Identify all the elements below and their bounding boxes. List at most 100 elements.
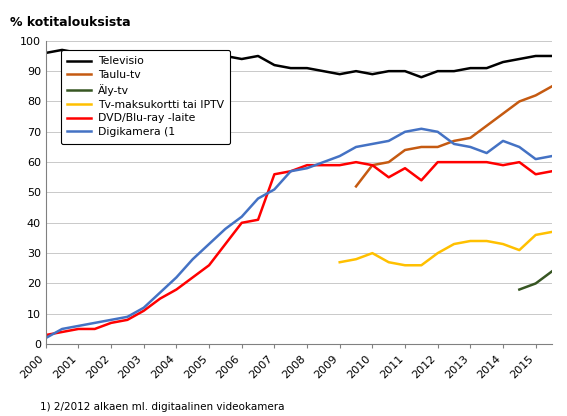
Televisio <box>287 66 294 71</box>
Digikamera (1 <box>336 154 343 158</box>
DVD/Blu-ray -laite <box>549 169 556 174</box>
Digikamera (1 <box>238 214 245 219</box>
Taulu-tv <box>483 123 490 128</box>
DVD/Blu-ray -laite <box>189 275 196 280</box>
Televisio <box>467 66 474 71</box>
Televisio <box>156 57 163 62</box>
DVD/Blu-ray -laite <box>222 242 229 247</box>
Tv-maksukortti tai IPTV <box>369 250 376 255</box>
Taulu-tv <box>353 184 359 189</box>
Äly-tv <box>549 269 556 274</box>
Taulu-tv <box>434 144 441 149</box>
Televisio <box>141 54 147 59</box>
Taulu-tv <box>532 93 539 98</box>
Digikamera (1 <box>271 187 278 192</box>
Taulu-tv <box>467 135 474 140</box>
Taulu-tv <box>418 144 425 149</box>
Taulu-tv <box>401 148 408 153</box>
Digikamera (1 <box>287 169 294 174</box>
Televisio <box>271 62 278 67</box>
Tv-maksukortti tai IPTV <box>353 257 359 262</box>
Digikamera (1 <box>418 126 425 131</box>
Televisio <box>532 54 539 59</box>
DVD/Blu-ray -laite <box>336 163 343 168</box>
Digikamera (1 <box>108 317 115 322</box>
DVD/Blu-ray -laite <box>255 217 261 222</box>
DVD/Blu-ray -laite <box>124 317 131 322</box>
DVD/Blu-ray -laite <box>75 327 82 332</box>
DVD/Blu-ray -laite <box>141 308 147 313</box>
Televisio <box>238 57 245 62</box>
Televisio <box>369 72 376 77</box>
Televisio <box>75 50 82 55</box>
DVD/Blu-ray -laite <box>483 160 490 165</box>
Televisio <box>173 54 180 59</box>
Televisio <box>516 57 523 62</box>
Taulu-tv <box>500 111 506 116</box>
Äly-tv <box>532 281 539 286</box>
Digikamera (1 <box>124 314 131 319</box>
Line: Taulu-tv: Taulu-tv <box>356 86 552 186</box>
DVD/Blu-ray -laite <box>156 296 163 301</box>
Digikamera (1 <box>59 327 66 332</box>
Tv-maksukortti tai IPTV <box>500 242 506 247</box>
Televisio <box>320 69 327 74</box>
DVD/Blu-ray -laite <box>91 327 98 332</box>
Line: Digikamera (1: Digikamera (1 <box>46 129 552 338</box>
Televisio <box>336 72 343 77</box>
Televisio <box>451 69 458 74</box>
Taulu-tv <box>369 163 376 168</box>
DVD/Blu-ray -laite <box>304 163 311 168</box>
Televisio <box>91 54 98 59</box>
Televisio <box>189 57 196 62</box>
Digikamera (1 <box>532 156 539 161</box>
DVD/Blu-ray -laite <box>500 163 506 168</box>
Tv-maksukortti tai IPTV <box>401 263 408 268</box>
Digikamera (1 <box>500 139 506 144</box>
Digikamera (1 <box>206 242 213 247</box>
Tv-maksukortti tai IPTV <box>532 233 539 238</box>
Digikamera (1 <box>467 144 474 149</box>
DVD/Blu-ray -laite <box>386 175 392 180</box>
Digikamera (1 <box>141 305 147 310</box>
DVD/Blu-ray -laite <box>173 287 180 292</box>
Taulu-tv <box>386 160 392 165</box>
DVD/Blu-ray -laite <box>467 160 474 165</box>
DVD/Blu-ray -laite <box>532 172 539 177</box>
Televisio <box>206 54 213 59</box>
Tv-maksukortti tai IPTV <box>336 260 343 265</box>
DVD/Blu-ray -laite <box>451 160 458 165</box>
Taulu-tv <box>516 99 523 104</box>
Tv-maksukortti tai IPTV <box>483 238 490 243</box>
Taulu-tv <box>451 139 458 144</box>
Legend: Televisio, Taulu-tv, Äly-tv, Tv-maksukortti tai IPTV, DVD/Blu-ray -laite, Digika: Televisio, Taulu-tv, Äly-tv, Tv-maksukor… <box>61 50 230 144</box>
Digikamera (1 <box>189 257 196 262</box>
Digikamera (1 <box>386 139 392 144</box>
Televisio <box>353 69 359 74</box>
Digikamera (1 <box>549 154 556 158</box>
Digikamera (1 <box>353 144 359 149</box>
Televisio <box>418 75 425 80</box>
DVD/Blu-ray -laite <box>353 160 359 165</box>
Tv-maksukortti tai IPTV <box>418 263 425 268</box>
Televisio <box>304 66 311 71</box>
DVD/Blu-ray -laite <box>320 163 327 168</box>
Televisio <box>108 54 115 59</box>
DVD/Blu-ray -laite <box>59 329 66 334</box>
Televisio <box>59 47 66 52</box>
Televisio <box>434 69 441 74</box>
Televisio <box>483 66 490 71</box>
Digikamera (1 <box>483 151 490 156</box>
Digikamera (1 <box>451 141 458 146</box>
Televisio <box>255 54 261 59</box>
DVD/Blu-ray -laite <box>369 163 376 168</box>
Digikamera (1 <box>43 336 49 341</box>
Televisio <box>43 50 49 55</box>
DVD/Blu-ray -laite <box>43 332 49 337</box>
DVD/Blu-ray -laite <box>401 166 408 171</box>
Digikamera (1 <box>304 166 311 171</box>
Digikamera (1 <box>320 160 327 165</box>
Digikamera (1 <box>255 196 261 201</box>
Digikamera (1 <box>401 129 408 134</box>
Text: % kotitalouksista: % kotitalouksista <box>10 16 131 29</box>
